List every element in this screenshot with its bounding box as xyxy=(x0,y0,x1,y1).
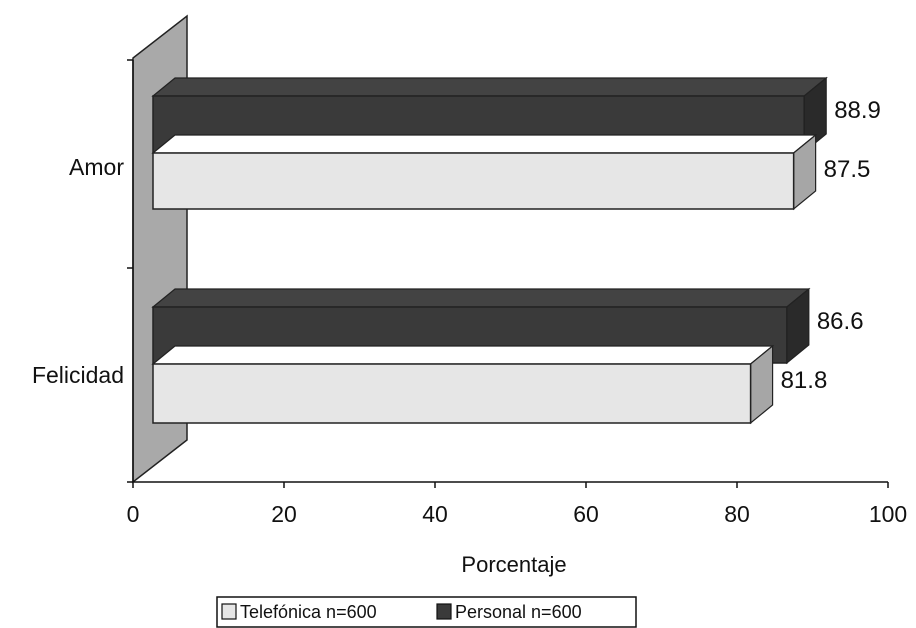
x-tick-label: 40 xyxy=(422,501,448,527)
bar-personal-top-face xyxy=(151,288,811,308)
category-label: Amor xyxy=(69,154,124,180)
labels-group: Amor 88.9 87.5 Felicidad 86.6 81.8 xyxy=(32,97,881,394)
x-tick-label: 80 xyxy=(724,501,750,527)
data-label: 87.5 xyxy=(824,156,871,183)
bar-telefonica-top-face xyxy=(151,345,775,365)
x-tick-label: 60 xyxy=(573,501,599,527)
x-axis-title: Porcentaje xyxy=(461,552,566,577)
bar-telefonica-top-face xyxy=(151,134,818,154)
category-label: Felicidad xyxy=(32,362,124,388)
bar-personal-top-face xyxy=(151,77,828,97)
bar-telefonica xyxy=(152,152,795,210)
data-label: 88.9 xyxy=(834,97,881,124)
legend-swatch-personal xyxy=(436,603,452,620)
legend-swatch-telefonica xyxy=(221,603,237,620)
x-tick-label: 20 xyxy=(271,501,297,527)
legend-label-telefonica: Telefónica n=600 xyxy=(240,602,377,622)
bars-group xyxy=(151,76,828,425)
x-tick-label: 0 xyxy=(127,501,140,527)
legend-label-personal: Personal n=600 xyxy=(455,602,582,622)
data-label: 81.8 xyxy=(781,367,828,394)
chart-axes: 0 20 40 60 80 100 Porcentaje xyxy=(127,59,907,577)
data-label: 86.6 xyxy=(817,308,864,335)
legend: Telefónica n=600 Personal n=600 xyxy=(216,596,637,628)
legend-box xyxy=(216,596,637,628)
bar-telefonica xyxy=(152,363,752,424)
x-tick-label: 100 xyxy=(869,501,907,527)
